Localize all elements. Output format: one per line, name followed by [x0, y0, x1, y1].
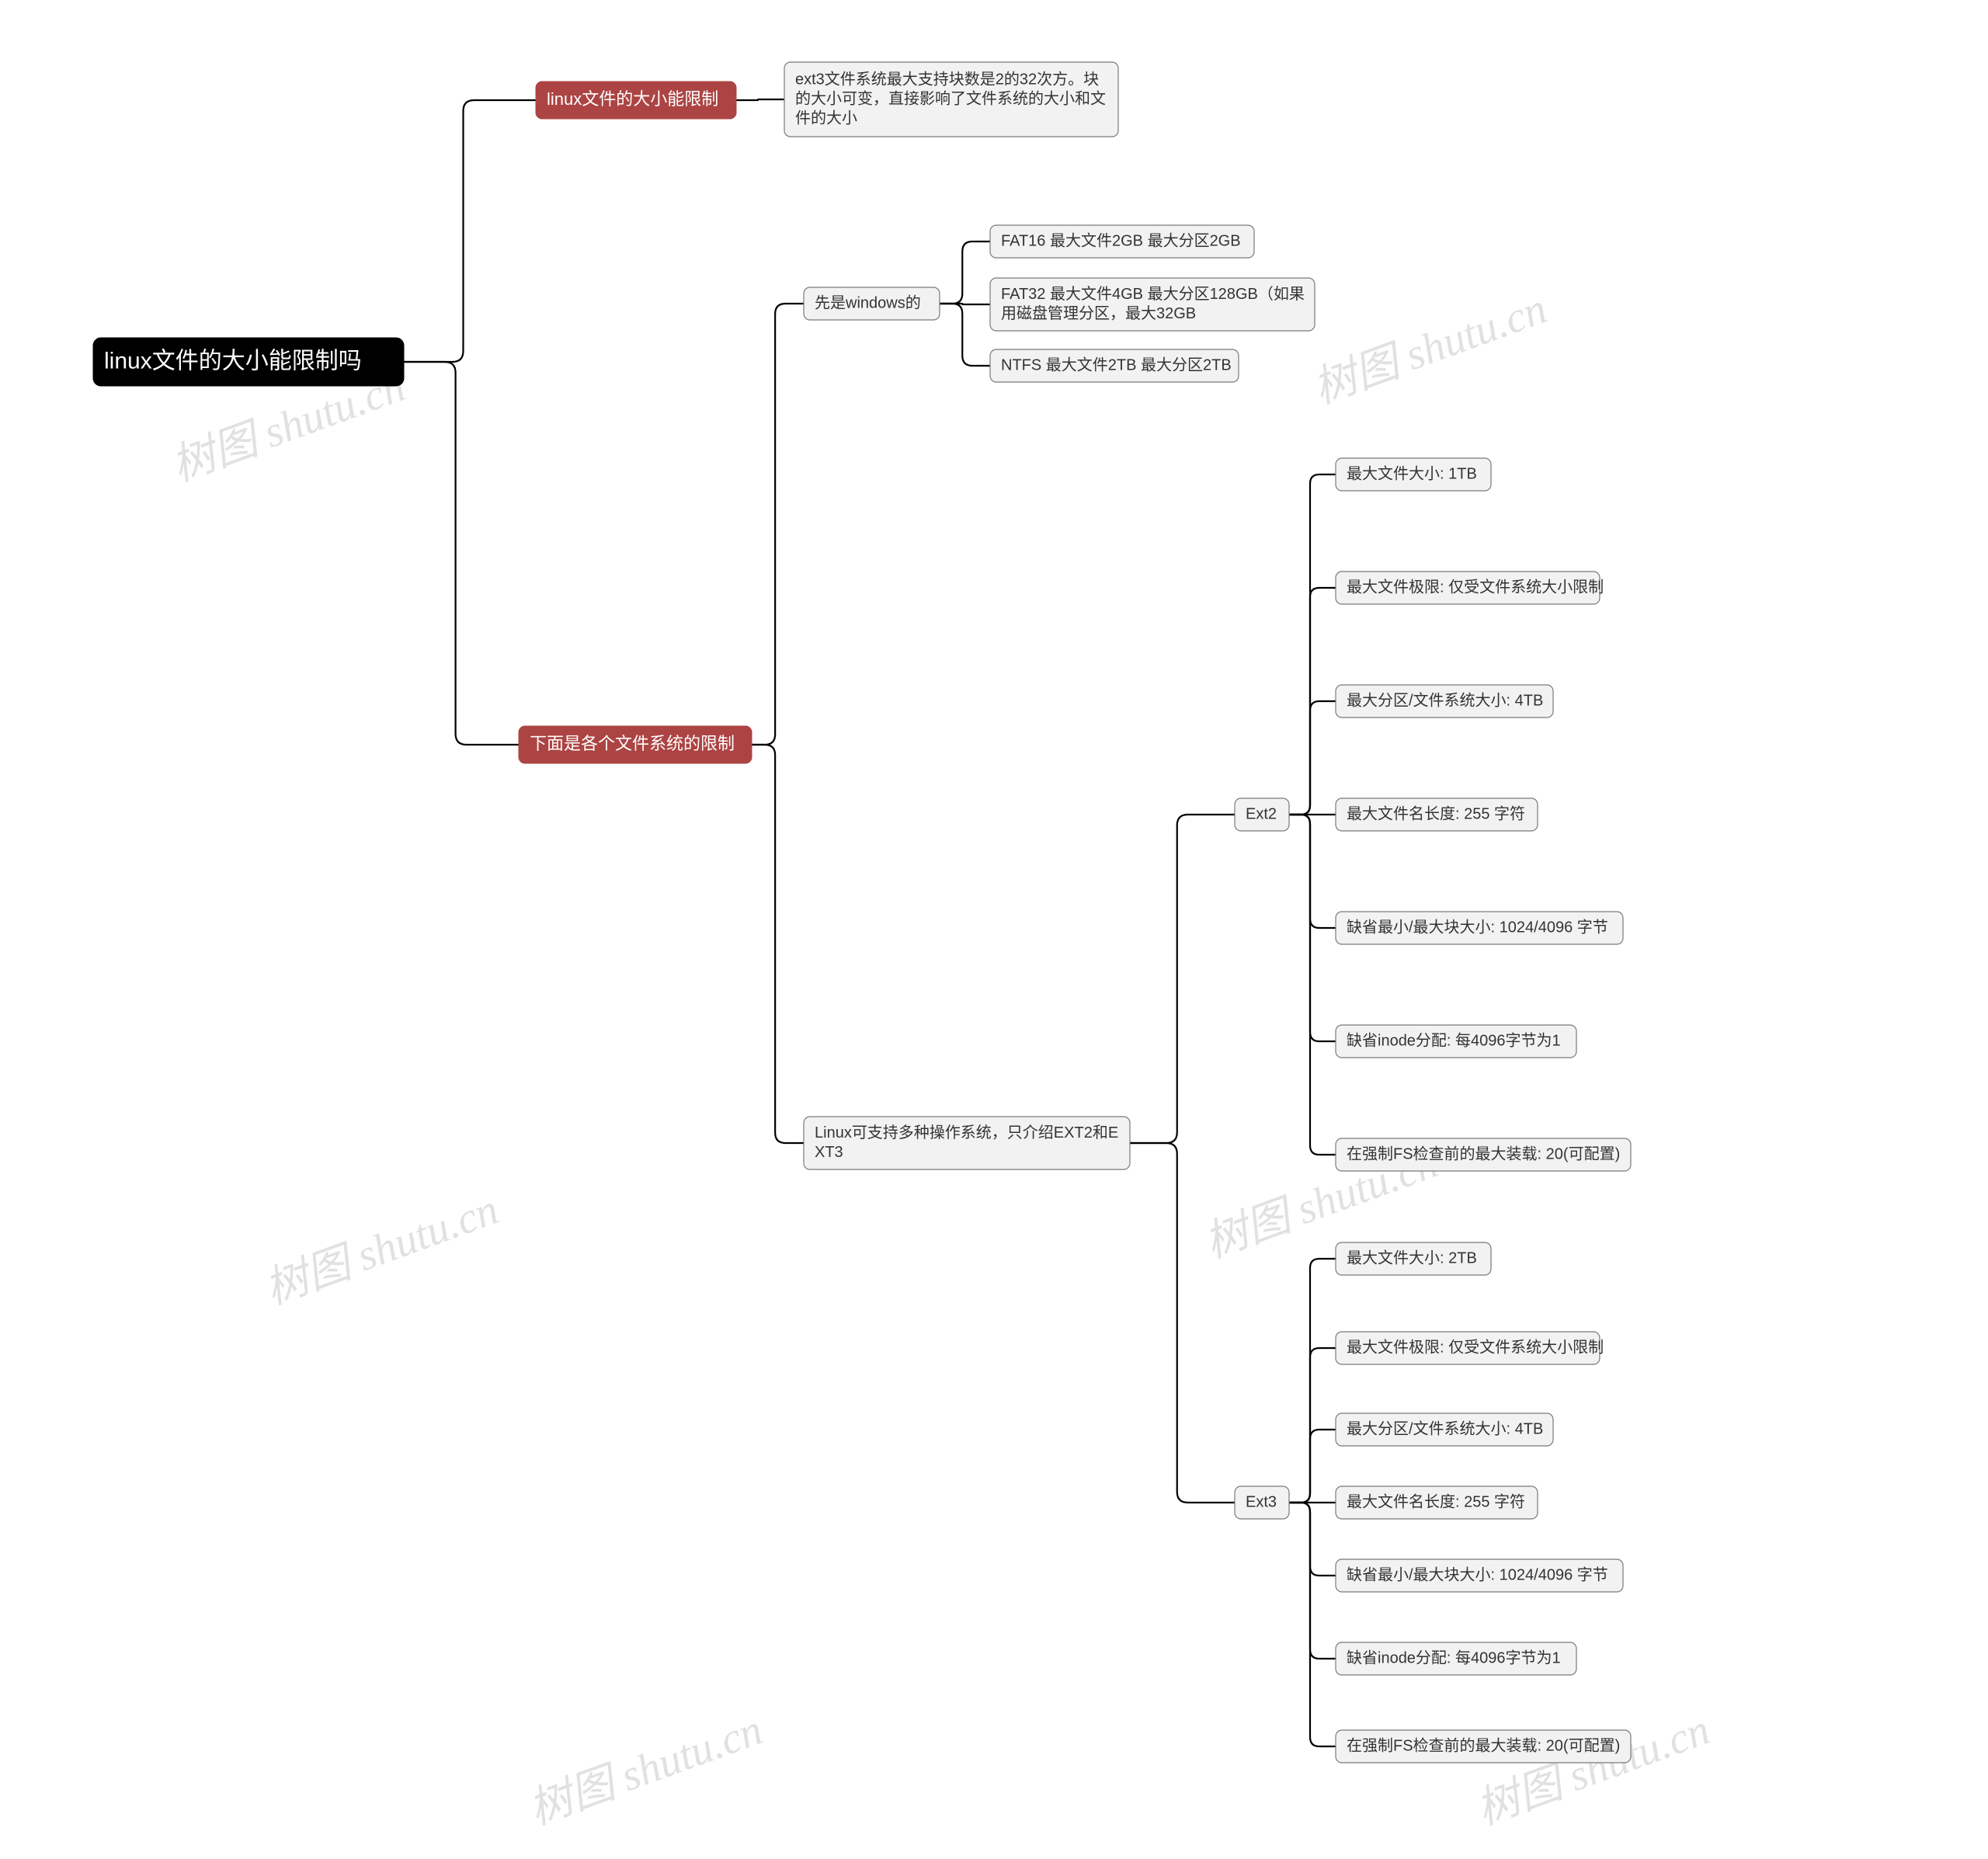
- node-e35[interactable]: 缺省最小/最大块大小: 1024/4096 字节: [1336, 1559, 1623, 1592]
- node-text: Ext2: [1246, 806, 1277, 823]
- node-text: linux文件的大小能限制吗: [104, 348, 362, 374]
- node-text: 最大分区/文件系统大小: 4TB: [1347, 1420, 1543, 1438]
- node-text: Ext3: [1246, 1494, 1277, 1511]
- node-text: FAT32 最大文件4GB 最大分区128GB（如果: [1001, 285, 1305, 303]
- edge: n2a: [940, 304, 990, 366]
- node-text: XT3: [815, 1144, 843, 1161]
- edge: root: [404, 362, 519, 745]
- edge: ext2: [1289, 815, 1336, 1155]
- node-text: linux文件的大小能限制: [547, 89, 718, 109]
- node-n2a[interactable]: 先是windows的: [804, 287, 940, 320]
- node-n1a[interactable]: ext3文件系统最大支持块数是2的32次方。块的大小可变，直接影响了文件系统的大…: [784, 62, 1118, 137]
- edge: n2a: [940, 241, 990, 304]
- watermark: 树图 shutu.cn: [1470, 1705, 1715, 1834]
- node-e23[interactable]: 最大分区/文件系统大小: 4TB: [1336, 685, 1553, 718]
- node-text: NTFS 最大文件2TB 最大分区2TB: [1001, 356, 1232, 374]
- node-text: 缺省最小/最大块大小: 1024/4096 字节: [1347, 919, 1608, 936]
- node-e33[interactable]: 最大分区/文件系统大小: 4TB: [1336, 1413, 1553, 1446]
- node-n2b[interactable]: Linux可支持多种操作系统，只介绍EXT2和E XT3: [804, 1117, 1130, 1169]
- node-n2a3[interactable]: NTFS 最大文件2TB 最大分区2TB: [990, 349, 1239, 382]
- node-text: 先是windows的: [815, 294, 921, 312]
- edge: root: [404, 100, 536, 362]
- node-n2a2[interactable]: FAT32 最大文件4GB 最大分区128GB（如果用磁盘管理分区，最大32GB: [990, 278, 1315, 331]
- edge: n2: [752, 304, 804, 745]
- node-text: 最大文件极限: 仅受文件系统大小限制: [1347, 579, 1604, 596]
- node-e37[interactable]: 在强制FS检查前的最大装载: 20(可配置): [1336, 1730, 1631, 1763]
- edge: ext2: [1289, 474, 1336, 815]
- node-text: 件的大小: [795, 109, 857, 127]
- edge: n1: [736, 99, 784, 100]
- edge: n2: [752, 745, 804, 1143]
- node-e27[interactable]: 在强制FS检查前的最大装载: 20(可配置): [1336, 1138, 1631, 1171]
- watermark: 树图 shutu.cn: [1307, 284, 1552, 413]
- node-text: 的大小可变，直接影响了文件系统的大小和文: [795, 90, 1106, 108]
- node-e21[interactable]: 最大文件大小: 1TB: [1336, 458, 1491, 491]
- edge: ext3: [1289, 1259, 1336, 1503]
- node-e25[interactable]: 缺省最小/最大块大小: 1024/4096 字节: [1336, 912, 1623, 944]
- node-e36[interactable]: 缺省inode分配: 每4096字节为1: [1336, 1642, 1576, 1675]
- node-e26[interactable]: 缺省inode分配: 每4096字节为1: [1336, 1025, 1576, 1058]
- node-text: 最大文件大小: 1TB: [1347, 465, 1477, 483]
- node-e32[interactable]: 最大文件极限: 仅受文件系统大小限制: [1336, 1332, 1604, 1364]
- edge: ext2: [1289, 815, 1336, 928]
- node-ext2[interactable]: Ext2: [1235, 798, 1289, 831]
- node-e34[interactable]: 最大文件名长度: 255 字符: [1336, 1486, 1538, 1519]
- node-ext3[interactable]: Ext3: [1235, 1486, 1289, 1519]
- edge: ext3: [1289, 1348, 1336, 1503]
- node-text: 在强制FS检查前的最大装载: 20(可配置): [1347, 1145, 1620, 1163]
- node-n2a1[interactable]: FAT16 最大文件2GB 最大分区2GB: [990, 225, 1254, 258]
- node-text: ext3文件系统最大支持块数是2的32次方。块: [795, 71, 1099, 89]
- edge: ext3: [1289, 1503, 1336, 1576]
- node-text: FAT16 最大文件2GB 最大分区2GB: [1001, 232, 1241, 250]
- node-text: 最大文件大小: 2TB: [1347, 1249, 1477, 1267]
- node-text: Linux可支持多种操作系统，只介绍EXT2和E: [815, 1124, 1118, 1141]
- node-text: 最大文件名长度: 255 字符: [1347, 1493, 1525, 1511]
- edge: n2b: [1130, 815, 1235, 1143]
- node-text: 缺省最小/最大块大小: 1024/4096 字节: [1347, 1566, 1608, 1584]
- node-text: 缺省inode分配: 每4096字节为1: [1347, 1649, 1561, 1667]
- node-n2[interactable]: 下面是各个文件系统的限制: [519, 726, 752, 763]
- node-e31[interactable]: 最大文件大小: 2TB: [1336, 1242, 1491, 1275]
- node-e22[interactable]: 最大文件极限: 仅受文件系统大小限制: [1336, 572, 1604, 604]
- node-text: 用磁盘管理分区，最大32GB: [1001, 304, 1196, 322]
- node-text: 最大分区/文件系统大小: 4TB: [1347, 692, 1543, 710]
- watermark: 树图 shutu.cn: [259, 1185, 504, 1314]
- watermark: 树图 shutu.cn: [523, 1705, 768, 1834]
- edge: ext3: [1289, 1503, 1336, 1659]
- node-text: 下面是各个文件系统的限制: [530, 734, 735, 753]
- node-text: 缺省inode分配: 每4096字节为1: [1347, 1032, 1561, 1050]
- node-text: 最大文件名长度: 255 字符: [1347, 805, 1525, 823]
- mindmap-canvas: rootrootn1n2n2n2an2an2an2bn2bext2ext2ext…: [0, 0, 1988, 1859]
- edge: ext2: [1289, 701, 1336, 815]
- edge: n2b: [1130, 1143, 1235, 1503]
- node-root[interactable]: linux文件的大小能限制吗: [93, 338, 404, 386]
- node-text: 最大文件极限: 仅受文件系统大小限制: [1347, 1339, 1604, 1357]
- node-n1[interactable]: linux文件的大小能限制: [536, 82, 736, 119]
- edge: ext3: [1289, 1430, 1336, 1503]
- node-text: 在强制FS检查前的最大装载: 20(可配置): [1347, 1737, 1620, 1755]
- node-e24[interactable]: 最大文件名长度: 255 字符: [1336, 798, 1538, 831]
- edge: ext3: [1289, 1503, 1336, 1746]
